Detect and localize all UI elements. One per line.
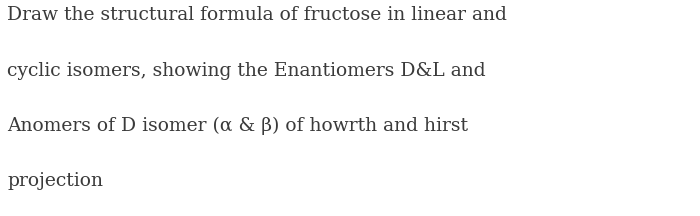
Text: Draw the structural formula of fructose in linear and: Draw the structural formula of fructose … xyxy=(7,6,507,24)
Text: projection: projection xyxy=(7,172,103,190)
Text: Anomers of D isomer (α & β) of howrth and hirst: Anomers of D isomer (α & β) of howrth an… xyxy=(7,117,468,135)
Text: cyclic isomers, showing the Enantiomers D&L and: cyclic isomers, showing the Enantiomers … xyxy=(7,62,486,79)
